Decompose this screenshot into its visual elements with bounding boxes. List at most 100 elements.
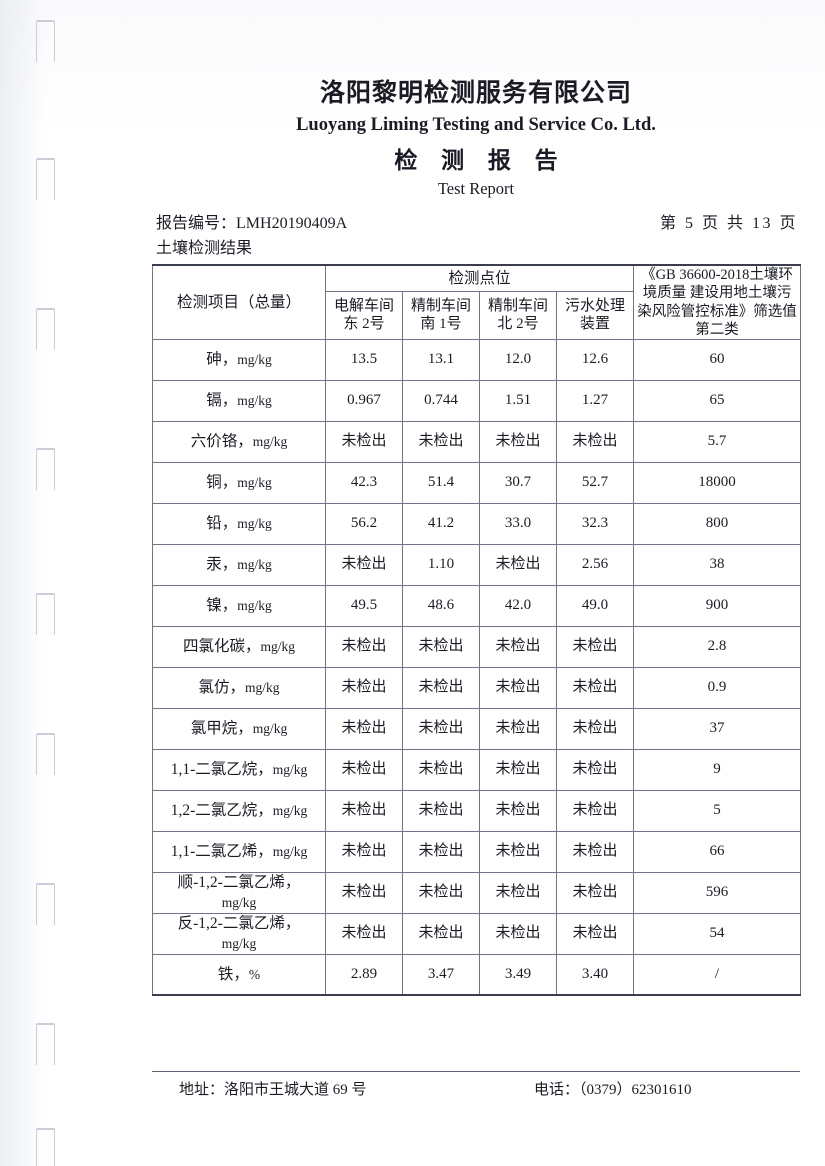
table-row: 反-1,2-二氯乙烯， mg/kg 未检出 未检出 未检出 未检出 54 xyxy=(152,912,802,955)
row-value-site-1: 49.5 xyxy=(325,584,403,627)
row-value-site-2: 未检出 xyxy=(402,748,480,791)
report-number: 报告编号：LMH20190409A xyxy=(156,209,347,233)
row-value-site-3: 12.0 xyxy=(479,338,557,381)
row-value-site-1: 0.967 xyxy=(325,379,403,422)
row-value-site-2: 51.4 xyxy=(402,461,480,504)
table-row: 砷，mg/kg 13.5 13.1 12.0 12.6 60 xyxy=(152,338,802,381)
report-meta-row: 报告编号：LMH20190409A 第 5 页 共 13 页 xyxy=(152,209,800,233)
row-item-label: 六价铬，mg/kg xyxy=(152,420,326,463)
row-value-site-4: 未检出 xyxy=(555,830,635,873)
binding-punch-mark xyxy=(36,1128,55,1166)
table-header-row-sites: 电解车间东 2号 精制车间南 1号 精制车间北 2号 污水处理装置 xyxy=(153,290,801,340)
table-row: 氯仿，mg/kg 未检出 未检出 未检出 未检出 0.9 xyxy=(152,666,802,709)
row-value-site-1: 未检出 xyxy=(325,748,403,791)
row-item-label: 镍，mg/kg xyxy=(152,584,326,627)
binding-punch-mark xyxy=(36,448,55,490)
row-value-site-2: 未检出 xyxy=(402,871,480,914)
row-value-site-2: 0.744 xyxy=(402,379,480,422)
report-title-cn: 检 测 报 告 xyxy=(394,147,567,173)
row-value-site-1: 未检出 xyxy=(325,625,403,668)
table-header-row-group: 检测项目（总量） 检测点位 《GB 36600-2018土壤环境质量 建设用地土… xyxy=(152,264,802,340)
row-value-site-1: 13.5 xyxy=(325,338,403,381)
footer-address: 地址：洛阳市王城大道 69 号 xyxy=(179,1082,367,1098)
row-item-label: 反-1,2-二氯乙烯， mg/kg xyxy=(152,912,326,955)
row-value-site-2: 48.6 xyxy=(402,584,480,627)
company-name-en: Luoyang Liming Testing and Service Co. L… xyxy=(296,114,656,135)
row-item-label: 镉，mg/kg xyxy=(152,379,326,422)
row-standard-value: 60 xyxy=(633,338,802,381)
footer-divider xyxy=(152,1071,800,1072)
row-item-label: 铁，% xyxy=(152,953,326,997)
row-standard-value: 18000 xyxy=(633,461,802,504)
row-item-label: 铜，mg/kg xyxy=(152,461,326,504)
page-indicator: 第 5 页 共 13 页 xyxy=(659,215,798,233)
binding-punch-mark xyxy=(36,1023,55,1065)
row-item-label: 1,1-二氯乙烯，mg/kg xyxy=(152,830,326,873)
binding-punch-mark xyxy=(36,20,55,62)
header-site-4: 污水处理装置 xyxy=(555,290,635,340)
row-value-site-1: 42.3 xyxy=(325,461,403,504)
table-row: 铁，% 2.89 3.47 3.49 3.40/ xyxy=(152,953,802,997)
row-item-label: 氯仿，mg/kg xyxy=(152,666,326,709)
row-value-site-1: 未检出 xyxy=(325,543,403,586)
row-item-label: 1,1-二氯乙烷，mg/kg xyxy=(152,748,326,791)
row-item-label: 汞，mg/kg xyxy=(152,543,326,586)
binding-punch-mark xyxy=(36,158,55,200)
row-standard-value: 9 xyxy=(633,748,802,791)
row-value-site-4: 未检出 xyxy=(555,666,635,709)
row-value-site-3: 未检出 xyxy=(479,707,557,750)
row-item-label: 氯甲烷，mg/kg xyxy=(152,707,326,750)
header-sites-group: 检测点位 xyxy=(324,264,635,292)
row-value-site-1: 56.2 xyxy=(325,502,403,545)
row-value-site-3: 33.0 xyxy=(479,502,557,545)
row-value-site-2: 未检出 xyxy=(402,666,480,709)
report-title-en: Test Report xyxy=(437,179,515,199)
table-row: 氯甲烷，mg/kg 未检出 未检出 未检出 未检出 37 xyxy=(152,707,802,750)
row-item-label: 铅，mg/kg xyxy=(152,502,326,545)
row-standard-value: 2.8 xyxy=(633,625,802,668)
row-value-site-3: 1.51 xyxy=(479,379,557,422)
table-row: 镍，mg/kg 49.5 48.6 42.0 49.0 900 xyxy=(152,584,802,627)
row-value-site-3: 未检出 xyxy=(479,871,557,914)
row-standard-value: 37 xyxy=(633,707,802,750)
row-value-site-1: 未检出 xyxy=(325,707,403,750)
row-standard-value: 38 xyxy=(633,543,802,586)
row-value-site-2: 未检出 xyxy=(402,707,480,750)
row-value-site-2: 未检出 xyxy=(402,789,480,832)
row-item-label: 顺-1,2-二氯乙烯， mg/kg xyxy=(152,871,326,914)
row-value-site-3: 未检出 xyxy=(479,625,557,668)
row-value-site-2: 13.1 xyxy=(402,338,480,381)
soil-test-results-table: 检测项目（总量） 检测点位 《GB 36600-2018土壤环境质量 建设用地土… xyxy=(152,264,802,997)
table-row: 镉，mg/kg 0.967 0.744 1.51 1.27 65 xyxy=(152,379,802,422)
row-standard-value: 54 xyxy=(633,912,802,955)
page-footer: 地址：洛阳市王城大道 69 号 电话：（0379）62301610 xyxy=(152,1078,800,1100)
row-value-site-4: 3.40 xyxy=(555,953,635,997)
row-value-site-4: 未检出 xyxy=(555,871,635,914)
row-value-site-4: 12.6 xyxy=(555,338,635,381)
row-value-site-1: 未检出 xyxy=(325,789,403,832)
row-value-site-1: 未检出 xyxy=(325,666,403,709)
row-standard-value: 596 xyxy=(633,871,802,914)
row-value-site-4: 52.7 xyxy=(555,461,635,504)
row-standard-value: 66 xyxy=(633,830,802,873)
row-standard-value: 800 xyxy=(633,502,802,545)
row-value-site-2: 未检出 xyxy=(402,625,480,668)
row-standard-value: 65 xyxy=(633,379,802,422)
row-value-site-3: 未检出 xyxy=(479,420,557,463)
row-standard-value: 0.9 xyxy=(633,666,802,709)
report-number-label: 报告编号： xyxy=(156,215,237,233)
row-value-site-2: 未检出 xyxy=(402,420,480,463)
header-site-3: 精制车间北 2号 xyxy=(479,290,557,340)
row-value-site-1: 未检出 xyxy=(325,420,403,463)
row-value-site-3: 未检出 xyxy=(479,789,557,832)
row-value-site-2: 41.2 xyxy=(402,502,480,545)
table-row: 汞，mg/kg 未检出 1.10 未检出 2.56 38 xyxy=(152,543,802,586)
table-row: 顺-1,2-二氯乙烯， mg/kg 未检出 未检出 未检出 未检出 596 xyxy=(152,871,802,914)
row-value-site-4: 未检出 xyxy=(555,420,635,463)
table-row: 四氯化碳，mg/kg 未检出 未检出 未检出 未检出 2.8 xyxy=(152,625,802,668)
row-value-site-4: 未检出 xyxy=(555,707,635,750)
row-value-site-3: 未检出 xyxy=(479,666,557,709)
row-value-site-3: 未检出 xyxy=(479,912,557,955)
binding-punch-mark xyxy=(36,308,55,350)
company-name-cn: 洛阳黎明检测服务有限公司 xyxy=(319,80,632,107)
